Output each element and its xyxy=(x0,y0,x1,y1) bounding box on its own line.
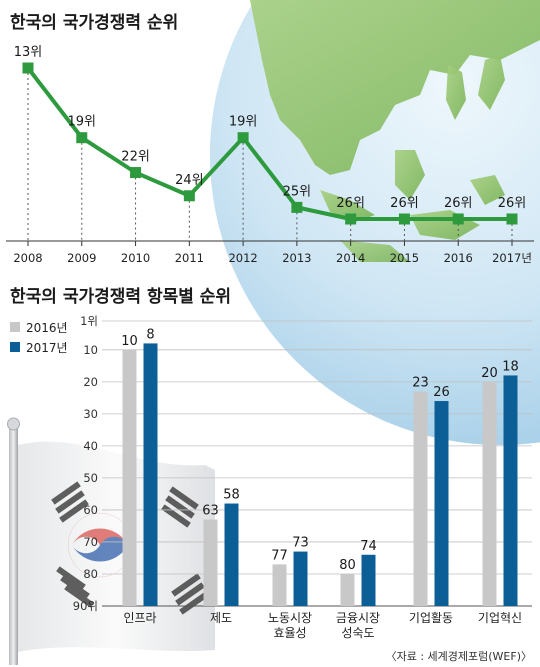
line-chart-dropdown-guides xyxy=(27,68,513,241)
y-tick-label: 40 xyxy=(83,439,98,453)
y-tick-label: 60 xyxy=(83,503,98,517)
category-label: 제도 xyxy=(210,611,232,625)
bar-2017년 xyxy=(293,551,308,606)
bar-2016년 xyxy=(272,564,287,606)
y-tick-label: 50 xyxy=(83,471,98,485)
bar-2016년 xyxy=(340,573,355,606)
legend-label-2016: 2016년 xyxy=(26,321,68,335)
y-tick-label: 10 xyxy=(83,343,98,357)
bar-2017년 xyxy=(434,401,449,606)
category-label: 기업혁신 xyxy=(478,611,522,625)
line-chart-series: 13위 19위 22위 24위 19위 25위 26위 26위 26위 26위 xyxy=(14,45,527,225)
rank-label: 25위 xyxy=(283,184,312,199)
rank-label: 26위 xyxy=(336,196,365,211)
x-tick-label: 2014 xyxy=(336,251,365,265)
category-label: 금융시장 xyxy=(336,611,380,625)
rank-point xyxy=(345,213,357,225)
legend-swatch-2017 xyxy=(10,342,20,352)
legend-label-2017: 2017년 xyxy=(26,341,68,355)
x-tick-label: 2008 xyxy=(13,251,42,265)
rank-point xyxy=(183,190,195,202)
rank-point xyxy=(237,132,249,144)
rank-label: 19위 xyxy=(68,115,97,130)
bar-2017년 xyxy=(503,375,518,606)
source-note: 〈자료 : 세계경제포럼(WEF)〉 xyxy=(386,650,532,663)
legend-swatch-2016 xyxy=(10,322,20,332)
rank-line xyxy=(26,66,512,221)
bar-chart-bars xyxy=(122,343,518,606)
category-label: 효율성 xyxy=(273,626,306,640)
x-tick-label: 2009 xyxy=(67,251,96,265)
bar-value-label: 77 xyxy=(271,548,288,563)
bar-value-label: 74 xyxy=(360,539,377,554)
bar-2016년 xyxy=(413,391,428,606)
rank-label: 26위 xyxy=(390,196,419,211)
rank-point xyxy=(130,167,142,179)
rank-point xyxy=(22,62,34,74)
bar-2017년 xyxy=(224,503,239,606)
x-tick-label: 2015 xyxy=(390,251,419,265)
bar-chart-y-ticks: 1위 10 20 30 40 50 60 70 80 90위 xyxy=(73,314,98,613)
x-tick-label: 2010 xyxy=(121,251,150,265)
rank-label: 24위 xyxy=(175,173,204,188)
flag-illustration xyxy=(7,417,215,665)
bar-2016년 xyxy=(122,349,137,606)
rank-point xyxy=(76,132,88,144)
bar-chart-gridlines xyxy=(102,320,532,607)
bar-2016년 xyxy=(482,381,497,606)
bar-value-label: 73 xyxy=(292,536,309,551)
bar-value-label: 18 xyxy=(502,359,519,374)
bar-value-label: 8 xyxy=(146,327,154,342)
y-tick-label: 70 xyxy=(83,535,98,549)
bar-value-label: 63 xyxy=(202,504,219,519)
category-label: 성숙도 xyxy=(341,626,374,640)
bar-chart-title: 한국의 국가경쟁력 항목별 순위 xyxy=(10,286,231,307)
bar-value-label: 23 xyxy=(412,375,429,390)
bar-value-label: 10 xyxy=(121,334,138,349)
y-tick-label: 90위 xyxy=(73,599,98,613)
rank-label: 26위 xyxy=(444,196,473,211)
y-tick-label: 20 xyxy=(83,375,98,389)
rank-point xyxy=(506,213,518,225)
rank-point xyxy=(398,213,410,225)
category-label: 노동시장 xyxy=(268,611,312,625)
x-tick-label: 2011 xyxy=(175,251,204,265)
line-chart-title: 한국의 국가경쟁력 순위 xyxy=(10,13,178,33)
bar-2016년 xyxy=(203,519,218,606)
bar-value-label: 58 xyxy=(223,488,240,503)
trigram-marks xyxy=(51,481,209,615)
rank-label: 13위 xyxy=(14,45,43,60)
category-label: 기업활동 xyxy=(409,611,453,625)
bar-chart-data-labels: 10 8 63 58 77 73 80 74 23 26 20 18 xyxy=(121,327,519,573)
x-tick-label: 2017년 xyxy=(492,251,532,265)
bar-value-label: 80 xyxy=(339,558,356,573)
x-tick-label: 2013 xyxy=(282,251,311,265)
rank-label: 19위 xyxy=(229,115,258,130)
category-label: 인프라 xyxy=(123,611,156,625)
bar-value-label: 20 xyxy=(481,366,498,381)
y-tick-label: 80 xyxy=(83,567,98,581)
bar-2017년 xyxy=(143,343,158,606)
rank-point xyxy=(291,201,303,213)
bar-value-label: 26 xyxy=(433,385,450,400)
rank-point xyxy=(452,213,464,225)
rank-label: 26위 xyxy=(498,196,527,211)
y-tick-label: 30 xyxy=(83,407,98,421)
rank-label: 22위 xyxy=(121,150,150,165)
x-tick-label: 2012 xyxy=(228,251,257,265)
line-chart-x-ticks: 2008 2009 2010 2011 2012 2013 2014 2015 2016 2017… xyxy=(13,241,532,265)
x-tick-label: 2016 xyxy=(444,251,473,265)
bar-2017년 xyxy=(361,554,376,606)
bar-chart-legend: 2016년 2017년 xyxy=(10,321,68,355)
y-tick-label: 1위 xyxy=(80,314,98,328)
